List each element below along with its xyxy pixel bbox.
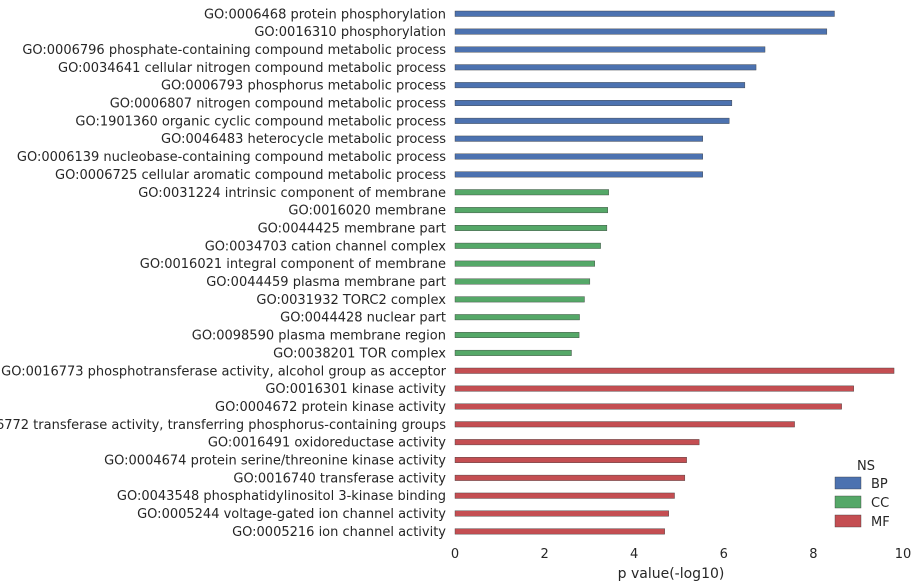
category-label: GO:0016491 oxidoreductase activity [208,436,446,451]
legend-title: NS [857,459,875,474]
category-label: GO:0038201 TOR complex [273,346,446,361]
bar-mf-8 [454,510,669,517]
x-tick-label: 0 [451,547,459,562]
bar-mf-7 [454,492,675,499]
category-label: GO:0016773 phosphotransferase activity, … [1,364,446,379]
category-label: GO:0006139 nucleobase-containing compoun… [17,150,446,165]
bar-mf-4 [454,439,700,446]
bar-bp-8 [454,153,703,160]
bar-bp-0 [454,10,835,17]
bar-cc-1 [454,207,608,214]
bar-bp-7 [454,135,703,142]
bar-bp-5 [454,100,733,106]
bar-cc-0 [454,189,609,196]
bar-cc-7 [454,314,580,321]
bar-cc-9 [454,349,572,356]
x-tick-label: 4 [630,547,638,562]
category-label: GO:0006468 protein phosphorylation [204,7,446,22]
category-label: GO:0044428 nuclear part [280,311,446,326]
bar-cc-6 [454,296,585,303]
bar-mf-6 [454,474,686,481]
category-label: GO:0006725 cellular aromatic compound me… [55,168,446,183]
legend-swatch-bp [834,476,862,490]
bar-mf-3 [454,421,795,428]
legend-label-mf: MF [871,515,890,530]
bar-cc-5 [454,278,591,285]
category-label: GO:0034641 cellular nitrogen compound me… [58,61,446,76]
category-label: GO:0031932 TORC2 complex [256,293,446,308]
x-tick-label: 6 [720,547,728,562]
category-label: GO:0006793 phosphorus metabolic process [161,79,446,94]
x-axis-ticks: 0 2 4 6 8 10 [451,547,911,562]
bar-bp-3 [454,64,757,71]
category-label: GO:0016772 transferase activity, transfe… [0,418,446,433]
x-tick-label: 10 [895,547,912,562]
category-label: GO:0016301 kinase activity [265,382,446,397]
bar-bp-9 [454,171,703,178]
category-label: GO:0004672 protein kinase activity [215,400,446,415]
bar-mf-5 [454,457,687,463]
category-label: GO:0098590 plasma membrane region [192,329,446,344]
bar-bp-1 [454,28,828,35]
bar-cc-4 [454,260,595,267]
category-label: GO:0044425 membrane part [258,221,446,236]
category-label: GO:0004674 protein serine/threonine kina… [104,454,446,469]
x-tick-label: 8 [809,547,817,562]
category-label: GO:0044459 plasma membrane part [206,275,446,290]
bar-cc-8 [454,332,580,338]
category-label: GO:0016021 integral component of membran… [140,257,446,272]
bar-bp-2 [454,46,766,53]
legend: NS BP CC MF [834,459,890,530]
category-label: GO:0006796 phosphate-containing compound… [22,43,446,58]
bar-bp-6 [454,117,730,124]
category-label: GO:0043548 phosphatidylinositol 3-kinase… [117,489,446,504]
bar-mf-9 [454,528,665,535]
category-label: GO:0016020 membrane [288,204,446,219]
bar-mf-1 [454,385,854,392]
bar-mf-2 [454,403,842,410]
category-label: GO:0005216 ion channel activity [232,525,446,540]
category-label: GO:0034703 cation channel complex [205,239,447,254]
category-label: GO:0016310 phosphorylation [254,25,446,40]
category-label: GO:1901360 organic cyclic compound metab… [75,114,446,129]
bar-cc-2 [454,224,608,231]
category-label: GO:0031224 intrinsic component of membra… [138,186,446,201]
x-tick-label: 2 [540,547,548,562]
legend-swatch-cc [834,495,862,509]
category-label: GO:0006807 nitrogen compound metabolic p… [110,97,447,112]
legend-swatch-mf [834,514,862,528]
bar-cc-3 [454,242,601,249]
legend-label-bp: BP [871,477,888,492]
x-axis-title: p value(-log10) [618,566,725,582]
category-label: GO:0046483 heterocycle metabolic process [161,132,446,147]
bar-bp-4 [454,82,746,89]
bar-mf-0 [454,367,895,374]
legend-label-cc: CC [871,496,889,511]
bars-group [454,10,895,535]
category-label: GO:0016740 transferase activity [233,471,446,486]
category-labels: GO:0006468 protein phosphorylation GO:001… [0,7,447,540]
category-label: GO:0005244 voltage-gated ion channel act… [137,507,446,522]
